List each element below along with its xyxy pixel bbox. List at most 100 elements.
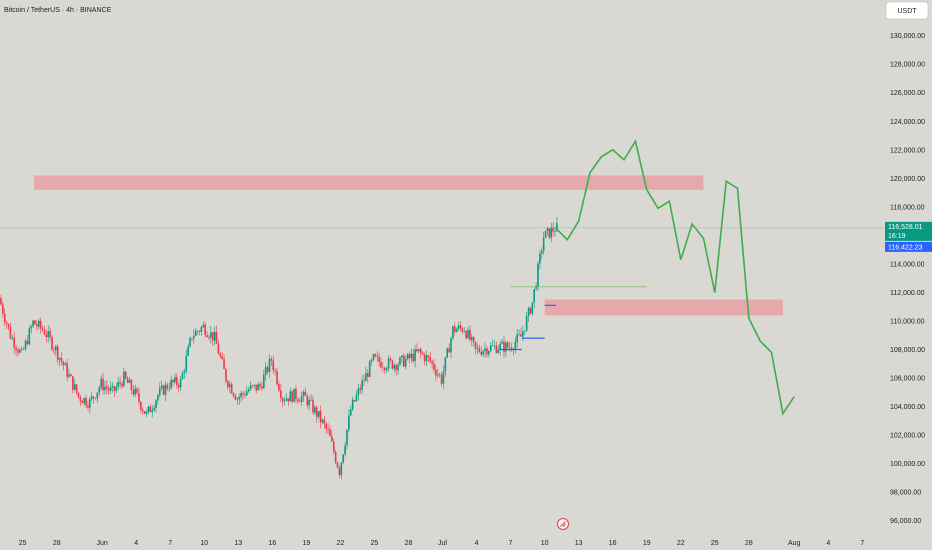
candle-body-235 [444,357,447,372]
candle-body-77 [145,412,148,414]
price-tick-label: 112,000.00 [890,290,925,297]
candle-body-182 [344,445,346,455]
candle-body-69 [130,380,133,390]
symbol-title[interactable]: Bitcoin / TetherUS · 4h · BINANCE [4,7,112,14]
candle-body-87 [164,384,167,395]
candle-body-22 [41,328,44,331]
candle-body-181 [342,454,345,463]
candle-body-105 [198,331,201,333]
candle-body-96 [181,373,184,380]
candle-body-260 [491,345,494,347]
candle-body-131 [247,389,250,392]
candle-body-286 [540,250,543,254]
time-tick-label: 7 [168,540,172,547]
candle-body-287 [542,237,545,251]
candle-body-150 [283,400,286,402]
price-tick-label: 102,000.00 [890,433,925,440]
candle-body-195 [368,361,371,377]
price-tick-label: 98,000.00 [890,490,921,497]
time-tick-label: 16 [609,540,617,547]
candle-body-89 [168,388,171,389]
candle-body-125 [236,399,239,400]
candle-body-17 [32,320,34,327]
candle-body-18 [34,320,36,325]
candle-body-224 [423,354,426,362]
candle-body-216 [408,354,411,359]
time-tick-label: 28 [745,540,753,547]
candle-body-187 [353,399,356,402]
candle-body-7 [13,337,15,348]
candle-body-159 [300,396,303,402]
time-tick-label: 13 [234,540,242,547]
candle-body-258 [488,351,490,355]
candle-body-34 [64,363,67,366]
candle-body-76 [143,411,146,414]
candle-body-35 [66,363,68,377]
time-tick-label: 13 [575,540,583,547]
candle-body-247 [467,329,469,339]
candle-body-294 [556,222,558,232]
candle-body-32 [60,357,63,362]
time-tick-label: Jun [96,540,107,547]
candle-body-289 [546,228,549,231]
candle-body-52 [98,387,101,393]
candle-body-53 [100,378,102,388]
candle-body-114 [215,331,218,344]
candle-body-30 [56,346,59,360]
candle-body-117 [221,356,223,359]
time-axis[interactable]: 25 28 Jun 4 7 10 13 16 19 22 25 28 Jul 4 7 10 13 16 19 22 25… [19,540,865,547]
candle-body-151 [285,398,288,401]
candle-body-174 [329,429,331,437]
candle-body-82 [155,400,157,408]
candle-body-217 [410,353,413,359]
projection-path [555,139,795,416]
candle-body-237 [448,348,450,353]
candle-body-2 [3,313,6,323]
price-tick-label: 106,000.00 [890,376,925,383]
candle-body-282 [533,288,536,303]
candle-body-153 [289,391,292,402]
price-tick-label: 124,000.00 [890,119,925,126]
candle-body-251 [474,341,477,349]
time-tick-label: 22 [677,540,685,547]
candle-body-104 [196,330,199,332]
candle-body-239 [452,326,454,339]
candle-body-283 [535,286,537,289]
candle-body-222 [419,349,422,353]
candle-body-85 [160,385,163,389]
currency-button[interactable]: USDT [885,1,929,20]
candle-body-78 [147,406,150,413]
candle-body-227 [429,357,432,361]
candle-body-36 [68,374,70,377]
ask-price-tag: 116,422.23 [885,241,932,252]
candle-body-11 [20,349,23,350]
candle-body-141 [266,367,269,373]
candle-body-136 [257,384,259,391]
candle-body-59 [111,386,114,388]
candle-body-198 [374,354,377,357]
tradingview-logo-icon[interactable] [557,518,569,530]
candle-body-16 [30,326,33,329]
time-tick-label: 4 [475,540,479,547]
price-tick-label: 100,000.00 [890,461,925,468]
candle-body-290 [548,228,551,238]
candle-body-168 [317,411,320,417]
time-tick-label: 25 [711,540,719,547]
candle-body-261 [493,345,496,347]
candle-body-199 [376,356,379,357]
candle-body-192 [363,380,365,382]
candle-body-83 [157,395,159,401]
candle-body-291 [550,227,553,238]
candle-body-97 [183,371,186,374]
candle-body-54 [102,378,104,391]
price-tick-label: 104,000.00 [890,404,925,411]
candle-body-157 [297,399,299,402]
candle-body-226 [427,355,430,358]
candle-body-144 [272,360,275,371]
candle-body-266 [503,341,505,352]
candle-body-218 [412,353,414,362]
candle-body-248 [469,329,471,340]
time-tick-label: 16 [268,540,276,547]
candle-body-188 [355,394,358,402]
